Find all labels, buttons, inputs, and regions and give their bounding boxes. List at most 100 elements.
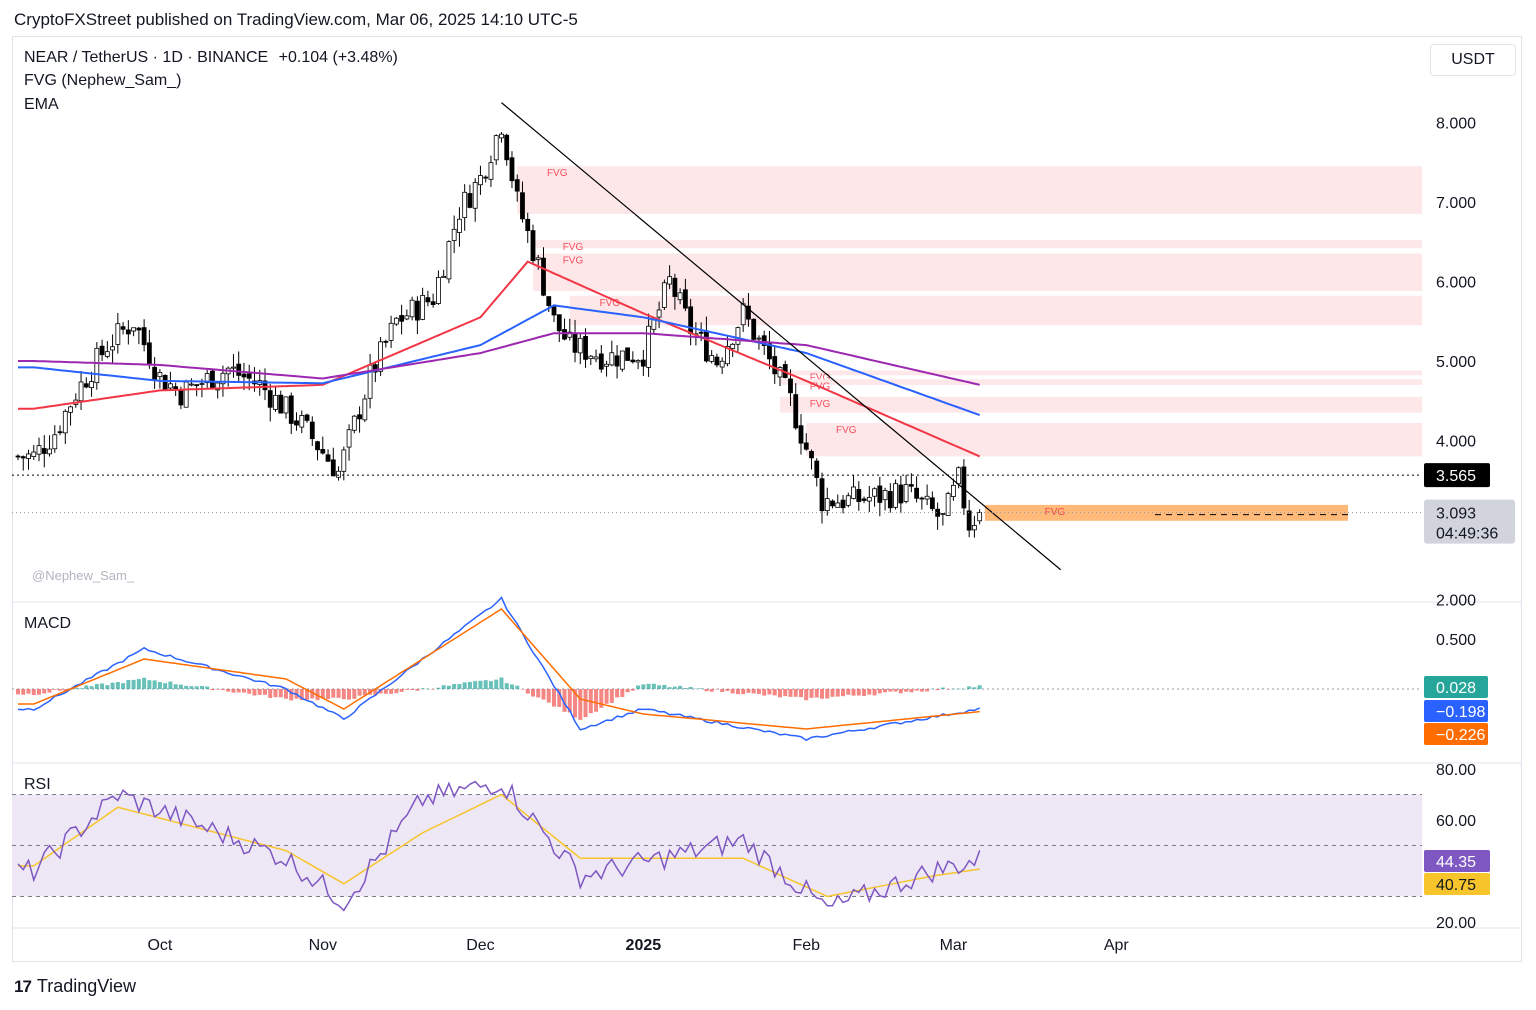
fvg-label: FVG	[836, 425, 857, 436]
candle-body	[945, 493, 951, 516]
candle-body	[47, 448, 52, 455]
macd-histogram-bar	[746, 689, 751, 693]
macd-histogram-bar	[825, 689, 830, 699]
candle-body	[514, 179, 520, 192]
macd-histogram-bar	[578, 689, 583, 720]
candle-body	[488, 162, 494, 180]
candle-body	[362, 398, 368, 421]
candle-body	[756, 337, 762, 340]
macd-histogram-bar	[814, 689, 819, 698]
macd-histogram-bar	[940, 687, 945, 689]
macd-histogram-bar	[536, 689, 541, 698]
last-price-badge	[1424, 499, 1515, 544]
candle-body	[78, 381, 84, 402]
macd-histogram-bar	[846, 689, 851, 695]
macd-histogram-bar	[646, 683, 651, 689]
macd-histogram-bar	[89, 686, 94, 689]
candle-body	[273, 394, 278, 410]
candle-body	[830, 500, 835, 507]
macd-histogram-bar	[725, 689, 730, 691]
macd-histogram-bar	[404, 689, 409, 690]
ema-indicator-legend[interactable]: EMA	[24, 96, 59, 113]
macd-histogram-bar	[383, 689, 388, 694]
candle-body	[299, 415, 305, 428]
candle-body	[520, 192, 525, 220]
candle-body	[972, 525, 977, 531]
macd-histogram-bar	[767, 689, 772, 695]
candle-body	[304, 414, 310, 421]
macd-histogram-bar	[273, 689, 278, 698]
candle-body	[372, 364, 378, 373]
macd-histogram-bar	[935, 689, 940, 691]
candle-body	[430, 301, 436, 305]
candle-body	[483, 176, 489, 179]
macd-histogram-bar	[110, 682, 115, 689]
candles	[15, 132, 983, 538]
candle-body	[887, 491, 893, 509]
candle-body	[351, 415, 357, 431]
candle-body	[183, 381, 189, 408]
time-tick-label: Apr	[1104, 937, 1130, 954]
candle-body	[588, 355, 594, 359]
candle-body	[835, 502, 841, 508]
reference-price-label: 3.565	[1436, 468, 1476, 485]
macd-histogram-bar	[893, 689, 898, 692]
fvg-indicator-legend[interactable]: FVG (Nephew_Sam_)	[24, 72, 182, 89]
macd-histogram-bar	[730, 689, 735, 694]
macd-histogram-bar	[688, 686, 693, 689]
candle-body	[977, 512, 983, 522]
macd-histogram-bar	[604, 689, 609, 704]
candle-body	[688, 306, 694, 334]
candle-body	[646, 325, 651, 368]
candle-body	[672, 277, 678, 297]
macd-histogram-bar	[809, 689, 814, 698]
macd-histogram-bar	[914, 689, 919, 691]
candle-body	[966, 510, 972, 531]
rsi-ma-label: 40.75	[1436, 877, 1476, 894]
tradingview-logo-icon: 17	[14, 976, 32, 996]
candle-body	[908, 484, 914, 487]
candle-body	[609, 352, 615, 366]
macd-histogram-bar	[252, 689, 257, 696]
symbol-legend[interactable]: NEAR / TetherUS · 1D · BINANCE +0.104 (+…	[24, 49, 398, 67]
macd-histogram-bar	[473, 681, 478, 689]
rsi-title[interactable]: RSI	[24, 776, 51, 793]
candle-body	[614, 355, 620, 367]
macd-histogram-bar	[709, 689, 714, 692]
fvg-zone	[569, 295, 1422, 326]
macd-histogram-bar	[567, 689, 572, 713]
candle-body	[625, 347, 630, 361]
candle-body	[146, 342, 152, 366]
macd-histogram-bar	[788, 689, 793, 697]
currency-unit-button[interactable]: USDT	[1430, 44, 1516, 76]
macd-histogram-bar	[163, 683, 168, 689]
macd-histogram-bar	[105, 685, 110, 689]
fvg-label: FVG	[547, 168, 568, 179]
candle-body	[210, 370, 215, 390]
candle-body	[136, 327, 142, 331]
rsi-value-badge	[1424, 850, 1490, 872]
candle-body	[893, 483, 898, 508]
fvg-label: FVG	[1045, 507, 1066, 518]
tradingview-logo[interactable]: 17 TradingView	[14, 976, 136, 997]
candle-body	[325, 454, 331, 462]
macd-histogram-bar	[735, 689, 740, 695]
macd-histogram-bar	[47, 689, 52, 693]
macd-histogram-bar	[552, 689, 557, 707]
macd-histogram-bar	[194, 686, 199, 689]
macd-histogram-bar	[121, 683, 126, 689]
macd-histogram-bar	[336, 689, 341, 698]
macd-histogram-bar	[599, 689, 604, 708]
fvg-zone	[779, 379, 1422, 385]
candle-body	[903, 484, 909, 502]
macd-title[interactable]: MACD	[24, 615, 72, 632]
rsi-tick-label: 20.00	[1436, 915, 1476, 932]
macd-histogram-bar	[499, 677, 504, 689]
macd-histogram-bar	[509, 684, 514, 689]
fvg-zone	[532, 240, 1422, 249]
macd-histogram-bar	[362, 689, 367, 696]
candle-body	[399, 315, 405, 322]
candle-body	[593, 356, 599, 360]
